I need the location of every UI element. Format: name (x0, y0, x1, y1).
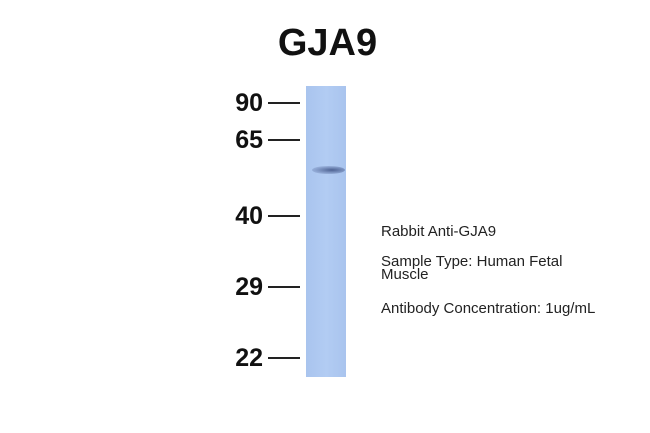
marker-label: 40 (235, 202, 263, 230)
antibody-label: Rabbit Anti-GJA9 (381, 223, 497, 240)
marker-tick (268, 215, 300, 217)
blot-title: GJA9 (277, 22, 378, 64)
sample-type-label-cont: Muscle (381, 266, 429, 283)
marker-tick (268, 357, 300, 359)
marker-65: 65 (215, 127, 305, 153)
marker-label: 90 (235, 89, 263, 117)
marker-tick (268, 286, 300, 288)
marker-90: 90 (215, 90, 305, 116)
marker-tick (268, 102, 300, 104)
protein-band (312, 166, 345, 174)
marker-tick (268, 139, 300, 141)
marker-label: 29 (235, 273, 263, 301)
marker-label: 22 (235, 344, 263, 372)
marker-29: 29 (215, 274, 305, 300)
concentration-label: Antibody Concentration: 1ug/mL (381, 300, 596, 317)
marker-40: 40 (215, 203, 305, 229)
blot-lane (306, 86, 346, 377)
sample-type-label: Sample Type: Human Fetal (381, 253, 563, 270)
marker-label: 65 (235, 126, 263, 154)
marker-22: 22 (215, 345, 305, 371)
